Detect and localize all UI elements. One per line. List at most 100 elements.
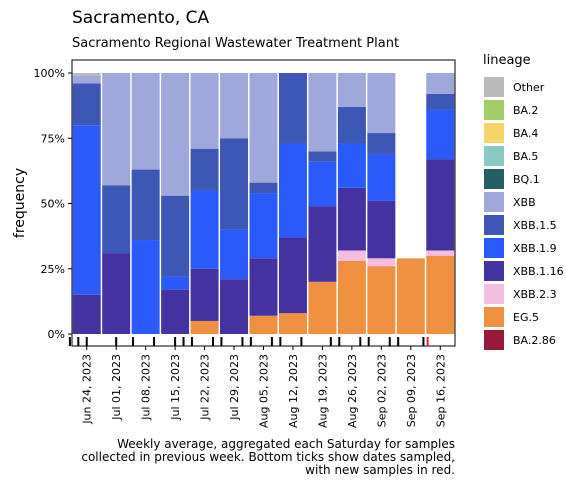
bar-segment-xbb-1-9 (337, 143, 366, 188)
x-tick-label: Jul 29, 2023 (228, 354, 241, 421)
bar-segment-xbb (426, 73, 455, 94)
bar-segment-xbb-1-16 (367, 200, 396, 259)
x-tick-label: Aug 26, 2023 (346, 354, 359, 428)
legend-item: XBB.1.16 (484, 261, 564, 281)
bar-segment-eg-5 (426, 255, 455, 334)
bar-segment-xbb-1-9 (220, 229, 249, 280)
legend-swatch (484, 330, 504, 350)
legend-title: lineage (483, 53, 531, 68)
legend-label: XBB.1.9 (513, 241, 557, 255)
legend-swatch (484, 215, 504, 235)
bar-segment-xbb-1-16 (249, 258, 278, 316)
bar-segment-xbb-1-16 (220, 279, 249, 334)
bar-segment-xbb-2-3 (337, 250, 366, 261)
chart-subtitle: Sacramento Regional Wastewater Treatment… (72, 36, 400, 51)
x-tick-label: Jul 08, 2023 (140, 354, 153, 421)
caption-line-2: collected in previous week. Bottom ticks… (81, 450, 455, 464)
bar-segment-xbb-1-9 (278, 143, 307, 238)
y-tick-label: 0% (48, 328, 65, 341)
x-tick-label: Aug 05, 2023 (258, 354, 271, 428)
legend-item: XBB.2.3 (484, 284, 557, 304)
bar-segment-xbb-1-5 (102, 185, 131, 254)
x-tick-label: Jul 22, 2023 (199, 354, 212, 421)
legend-label: XBB.1.5 (513, 218, 557, 232)
bar-segment-eg-5 (308, 281, 337, 334)
legend-label: XBB (513, 195, 536, 209)
legend-swatch (484, 307, 504, 327)
legend-label: BQ.1 (513, 172, 540, 186)
bar-segment-xbb (102, 73, 131, 186)
bar-segment-xbb-1-16 (308, 206, 337, 282)
bar-segment-xbb-1-16 (190, 268, 219, 321)
bar-segment-xbb-1-9 (131, 240, 160, 334)
bar-segment-xbb (337, 73, 366, 107)
legend-item: BA.2 (484, 100, 538, 120)
bar-segment-eg-5 (190, 320, 219, 334)
chart-title: Sacramento, CA (72, 8, 210, 28)
legend-item: BQ.1 (484, 169, 540, 189)
bar-segment-xbb (308, 73, 337, 152)
bar-segment-xbb-1-5 (249, 182, 278, 194)
x-tick-label: Sep 09, 2023 (405, 354, 418, 427)
bar-segment-xbb (72, 75, 101, 84)
bar-segment-xbb-1-9 (249, 193, 278, 259)
bar-segment-xbb-1-16 (337, 187, 366, 251)
bar-segment-other (72, 73, 101, 76)
legend-swatch (484, 284, 504, 304)
bar-segment-xbb-2-3 (367, 258, 396, 267)
legend-label: BA.4 (513, 126, 539, 140)
y-tick-label: 25% (41, 263, 65, 276)
bar-segment-xbb (367, 73, 396, 134)
bar-segment-xbb-1-5 (308, 151, 337, 162)
legend-swatch (484, 261, 504, 281)
bar-segment-eg-5 (249, 315, 278, 334)
legend-swatch (484, 77, 504, 97)
x-tick-label: Sep 02, 2023 (375, 354, 388, 427)
bar-segment-xbb-1-9 (72, 125, 101, 295)
bar-segment-xbb-1-5 (220, 138, 249, 230)
bar-segment-xbb-1-9 (161, 276, 190, 290)
x-tick-label: Jul 01, 2023 (110, 354, 123, 421)
legend-swatch (484, 238, 504, 258)
bar-segment-xbb-1-5 (426, 93, 455, 110)
chart-caption: Weekly average, aggregated each Saturday… (35, 438, 455, 477)
legend-label: BA.5 (513, 149, 539, 163)
legend-label: XBB.2.3 (513, 287, 557, 301)
bar-segment-xbb-1-16 (161, 289, 190, 334)
bar-segment-xbb-1-16 (278, 237, 307, 314)
legend-swatch (484, 169, 504, 189)
bar-segment-xbb (249, 73, 278, 183)
legend-item: BA.5 (484, 146, 538, 166)
bar-segment-xbb-1-9 (367, 153, 396, 201)
bar-segment-xbb-1-16 (72, 294, 101, 334)
bar-segment-xbb-1-5 (161, 195, 190, 277)
x-tick-label: Aug 12, 2023 (287, 354, 300, 428)
legend-item: XBB.1.9 (484, 238, 557, 258)
legend-swatch (484, 192, 504, 212)
legend-label: Other (513, 80, 545, 94)
bar-segment-xbb-1-5 (367, 133, 396, 154)
legend-label: EG.5 (513, 310, 539, 324)
bar-segment-xbb-2-3 (426, 250, 455, 256)
caption-line-1: Weekly average, aggregated each Saturday… (117, 437, 455, 451)
bars-group (72, 73, 455, 334)
legend-label: XBB.1.16 (513, 264, 564, 278)
legend-item: XBB (484, 192, 536, 212)
legend-swatch (484, 100, 504, 120)
y-tick-label: 100% (34, 67, 65, 80)
bar-segment-eg-5 (396, 258, 425, 334)
legend-label: BA.2.86 (513, 333, 556, 347)
x-tick-label: Aug 19, 2023 (316, 354, 329, 428)
bar-segment-xbb-1-5 (337, 106, 366, 144)
x-tick-label: Sep 16, 2023 (434, 354, 447, 427)
bar-segment-xbb-1-9 (426, 109, 455, 160)
bar-segment-xbb-1-16 (102, 253, 131, 334)
x-tick-label: Jul 15, 2023 (169, 354, 182, 421)
bar-segment-xbb-1-16 (426, 159, 455, 251)
bar-segment-xbb (161, 73, 190, 196)
legend-item: Other (484, 77, 544, 97)
bar-segment-eg-5 (367, 266, 396, 334)
legend-swatch (484, 123, 504, 143)
legend-item: XBB.1.5 (484, 215, 557, 235)
